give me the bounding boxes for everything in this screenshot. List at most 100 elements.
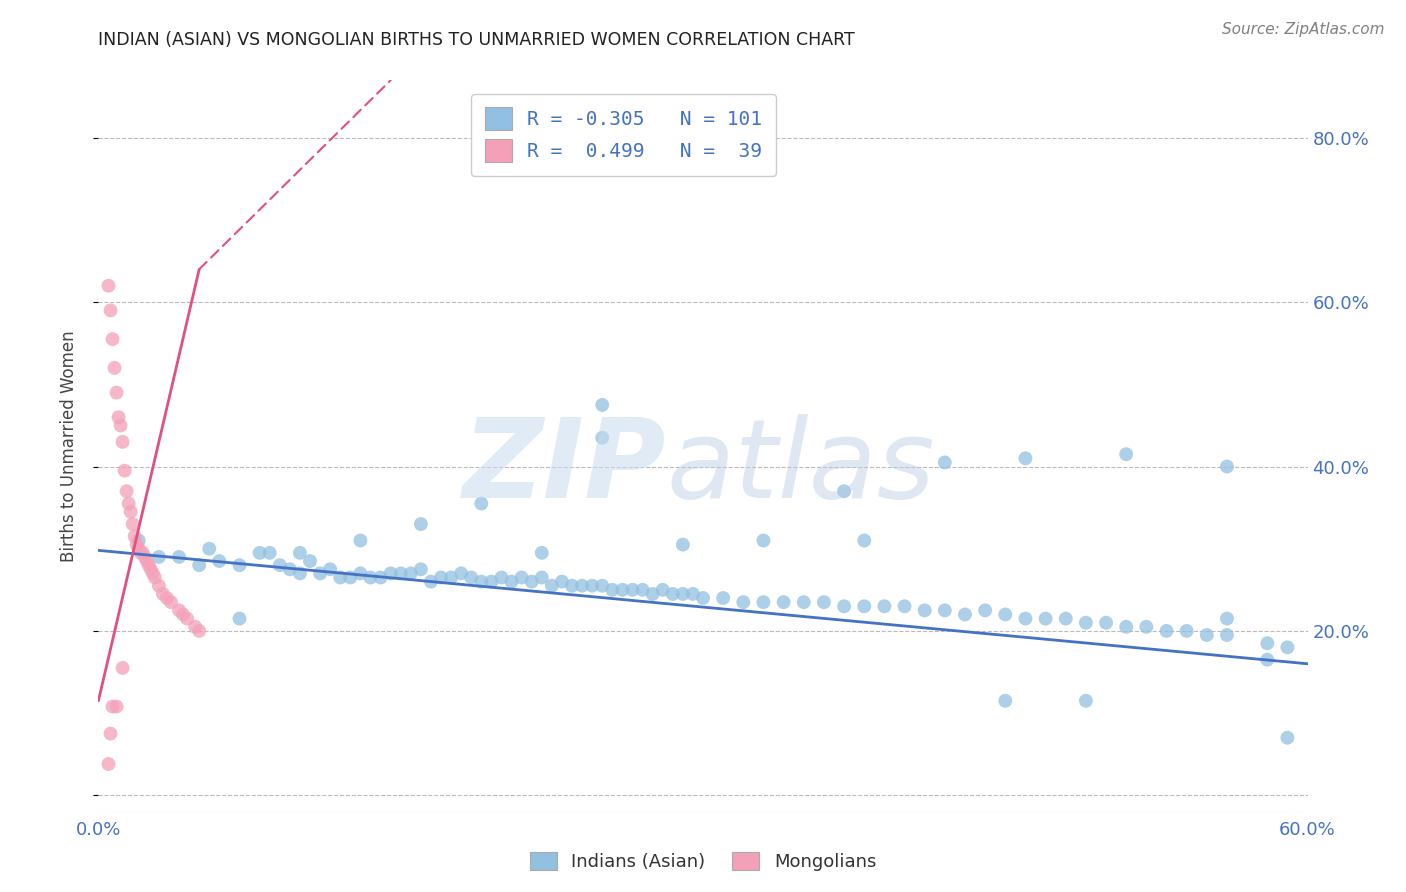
Point xyxy=(198,541,221,556)
Point xyxy=(349,533,371,548)
Point xyxy=(134,549,156,564)
Point xyxy=(124,529,146,543)
Point xyxy=(1035,611,1057,625)
Point xyxy=(440,570,463,584)
Point xyxy=(120,505,142,519)
Point xyxy=(167,603,190,617)
Point xyxy=(172,607,194,622)
Point xyxy=(319,562,342,576)
Point xyxy=(167,549,190,564)
Point xyxy=(510,570,533,584)
Point xyxy=(128,541,150,556)
Point xyxy=(309,566,332,581)
Point xyxy=(853,599,876,614)
Point xyxy=(160,595,183,609)
Point xyxy=(540,579,562,593)
Point xyxy=(399,566,422,581)
Point xyxy=(591,431,613,445)
Point xyxy=(1156,624,1178,638)
Point xyxy=(1014,611,1036,625)
Point xyxy=(1216,611,1239,625)
Point xyxy=(934,603,956,617)
Point xyxy=(1115,620,1137,634)
Point xyxy=(1195,628,1218,642)
Point xyxy=(460,570,482,584)
Point xyxy=(873,599,896,614)
Point xyxy=(1074,694,1097,708)
Point xyxy=(934,455,956,469)
Point xyxy=(129,546,152,560)
Point xyxy=(118,496,141,510)
Point xyxy=(501,574,523,589)
Point xyxy=(1074,615,1097,630)
Point xyxy=(148,579,170,593)
Point xyxy=(470,574,492,589)
Point xyxy=(143,570,166,584)
Point xyxy=(188,624,211,638)
Point xyxy=(733,595,755,609)
Point xyxy=(571,579,593,593)
Point xyxy=(914,603,936,617)
Point xyxy=(1256,636,1278,650)
Point xyxy=(591,579,613,593)
Text: atlas: atlas xyxy=(666,415,935,522)
Point xyxy=(288,566,311,581)
Point xyxy=(641,587,664,601)
Point xyxy=(1014,451,1036,466)
Point xyxy=(711,591,734,605)
Point xyxy=(288,546,311,560)
Point xyxy=(329,570,352,584)
Point xyxy=(228,558,250,573)
Point xyxy=(953,607,976,622)
Point xyxy=(672,587,695,601)
Point xyxy=(1175,624,1198,638)
Point xyxy=(370,570,392,584)
Point xyxy=(121,517,143,532)
Point xyxy=(793,595,815,609)
Point xyxy=(299,554,322,568)
Point xyxy=(269,558,291,573)
Point xyxy=(409,517,432,532)
Point xyxy=(132,546,155,560)
Point xyxy=(682,587,704,601)
Point xyxy=(139,562,162,576)
Point xyxy=(832,599,855,614)
Point xyxy=(107,410,129,425)
Point xyxy=(228,611,250,625)
Point xyxy=(591,398,613,412)
Point xyxy=(1216,459,1239,474)
Point xyxy=(813,595,835,609)
Point xyxy=(380,566,402,581)
Point xyxy=(1216,628,1239,642)
Point xyxy=(530,546,553,560)
Point xyxy=(974,603,997,617)
Point xyxy=(752,533,775,548)
Point xyxy=(105,385,128,400)
Point xyxy=(491,570,513,584)
Point xyxy=(184,620,207,634)
Point xyxy=(103,360,125,375)
Point xyxy=(1054,611,1077,625)
Point xyxy=(1095,615,1118,630)
Point xyxy=(481,574,503,589)
Point xyxy=(101,699,124,714)
Point xyxy=(110,418,132,433)
Point xyxy=(994,607,1017,622)
Point xyxy=(530,570,553,584)
Point xyxy=(278,562,301,576)
Point xyxy=(176,611,198,625)
Text: ZIP: ZIP xyxy=(463,415,666,522)
Point xyxy=(420,574,443,589)
Point xyxy=(1135,620,1157,634)
Point xyxy=(651,582,673,597)
Point xyxy=(409,562,432,576)
Point xyxy=(360,570,382,584)
Point xyxy=(450,566,472,581)
Point xyxy=(470,496,492,510)
Point xyxy=(208,554,231,568)
Point xyxy=(339,570,361,584)
Point xyxy=(772,595,794,609)
Point xyxy=(621,582,644,597)
Point xyxy=(853,533,876,548)
Point xyxy=(152,587,174,601)
